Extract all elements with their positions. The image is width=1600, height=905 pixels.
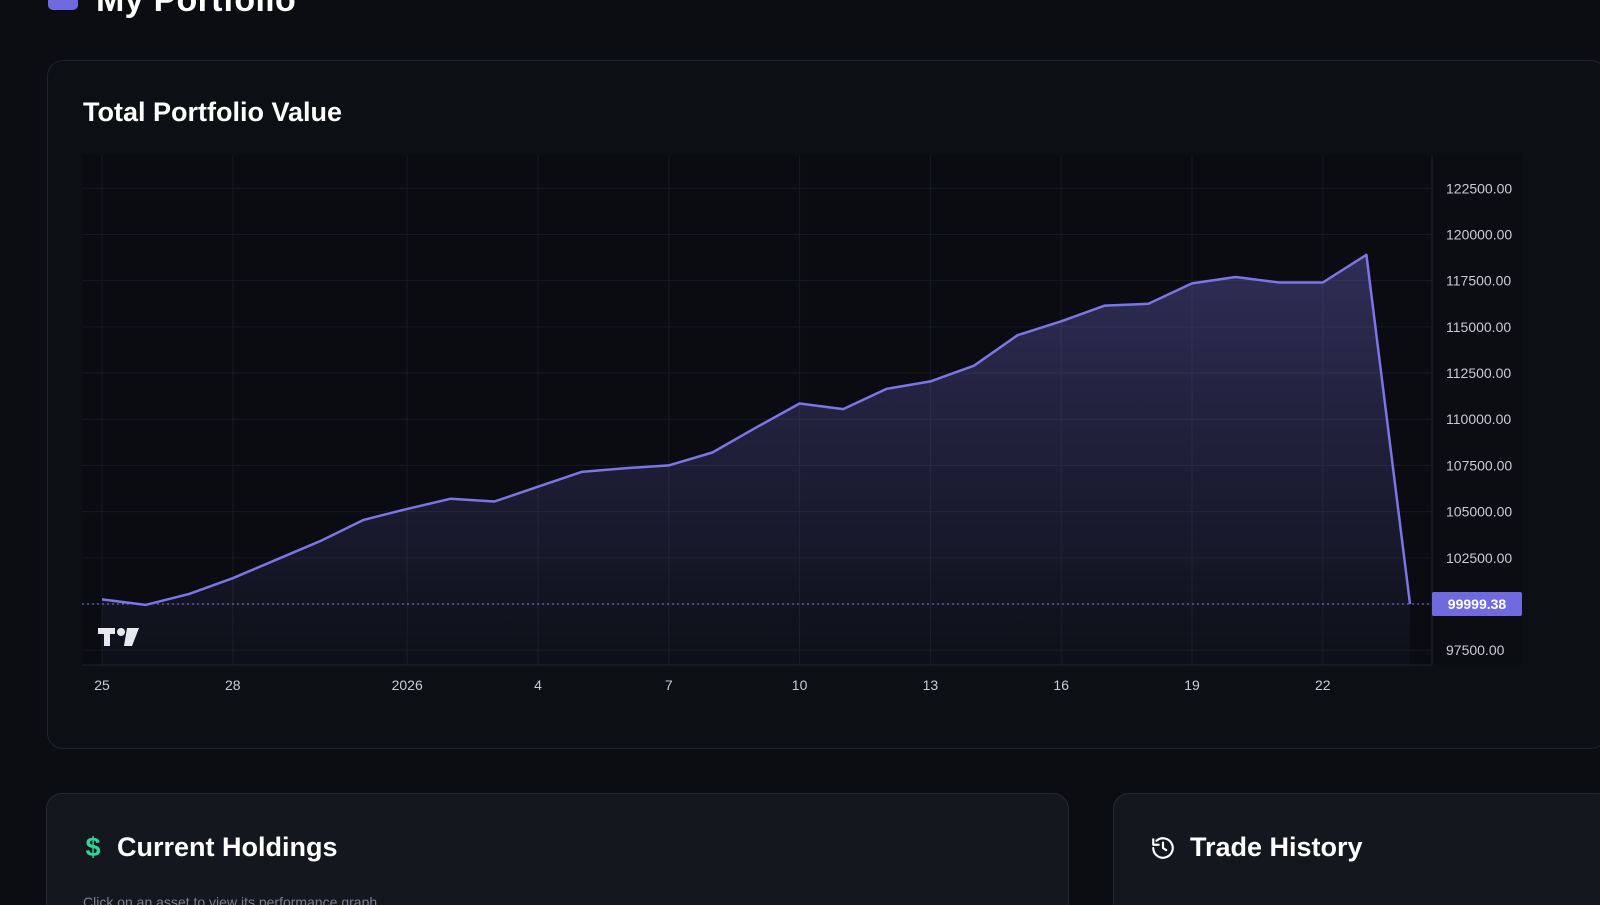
portfolio-chart-card: Total Portfolio Value 122500.00 120000.00…: [47, 60, 1600, 749]
portfolio-value-chart[interactable]: 122500.00 120000.00 117500.00 115000.00 1125…: [82, 155, 1572, 715]
page-title: My Portfolio: [96, 0, 296, 20]
portfolio-icon: [48, 0, 78, 10]
holdings-header: $ Current Holdings: [83, 832, 338, 863]
trade-history-card: Trade History: [1113, 793, 1600, 905]
y-tick-label: 105000.00: [1446, 504, 1512, 520]
x-tick-label: 2026: [392, 677, 423, 693]
holdings-title: Current Holdings: [117, 832, 338, 862]
y-tick-label: 112500.00: [1446, 365, 1511, 381]
x-tick-label: 28: [225, 677, 241, 693]
current-holdings-card: $ Current Holdings Click on an asset to …: [46, 793, 1069, 905]
x-tick-label: 7: [665, 677, 673, 693]
holdings-hint: Click on an asset to view its performanc…: [83, 894, 378, 905]
y-tick-label: 115000.00: [1446, 319, 1511, 335]
y-tick-label: 117500.00: [1446, 273, 1511, 289]
last-price-badge: [1432, 592, 1522, 617]
x-tick-label: 16: [1053, 677, 1069, 693]
y-tick-label: 120000.00: [1446, 226, 1512, 242]
x-tick-label: 10: [792, 677, 808, 693]
x-tick-label: 4: [534, 677, 542, 693]
chart-title: Total Portfolio Value: [83, 97, 343, 127]
page-header: My Portfolio: [48, 0, 296, 20]
price-scale: [1432, 155, 1522, 665]
y-tick-label: 97500.00: [1446, 642, 1505, 658]
y-tick-label: 107500.00: [1446, 457, 1512, 473]
x-tick-label: 25: [94, 677, 110, 693]
tradingview-logo[interactable]: [98, 628, 139, 646]
x-tick-label: 13: [923, 677, 939, 693]
y-tick-label: 122500.00: [1446, 180, 1512, 196]
last-price-label: 99999.38: [1448, 596, 1507, 612]
dollar-icon: $: [85, 832, 101, 862]
x-tick-label: 22: [1315, 677, 1331, 693]
y-tick-label: 110000.00: [1446, 411, 1511, 427]
y-tick-label: 102500.00: [1446, 550, 1512, 566]
history-icon: [1152, 836, 1174, 859]
history-title: Trade History: [1190, 832, 1363, 862]
history-header: Trade History: [1150, 832, 1363, 863]
series-area: [102, 254, 1410, 666]
x-tick-label: 19: [1184, 677, 1200, 693]
